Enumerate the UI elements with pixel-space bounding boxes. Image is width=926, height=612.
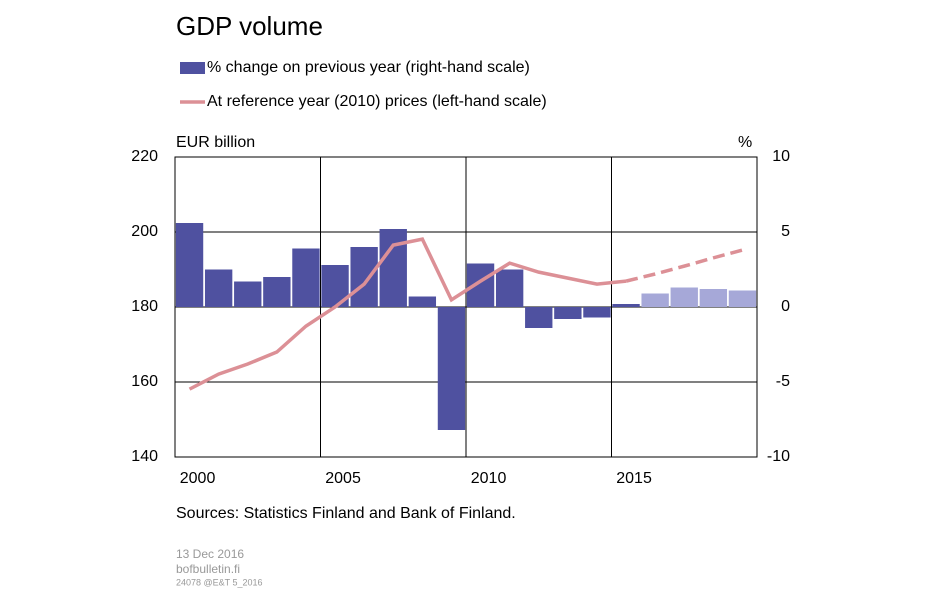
x-tick-label: 2000 [180,470,216,487]
bar [699,289,728,307]
bar [175,223,204,307]
x-tick-label: 2010 [471,470,507,487]
plot-frame [174,156,758,458]
bar [583,307,611,318]
y2-tick-label: 10 [772,148,790,165]
left-axis-label: EUR billion [176,134,255,151]
bar [495,269,524,307]
right-axis-label: % [738,134,752,151]
bar [641,293,669,307]
y-tick-label: 220 [131,148,158,165]
bar [350,247,378,307]
y-tick-label: 180 [131,298,158,315]
bar [204,269,233,307]
line [625,248,743,283]
y2-tick-label: 0 [781,298,790,315]
code: 24078 @E&T 5_2016 [176,577,263,587]
chart-title: GDP volume [176,11,323,41]
legend-swatch [180,62,205,74]
y-tick-label: 160 [131,373,158,390]
bar [670,287,698,307]
y2-tick-label: -5 [776,373,790,390]
bar [379,229,407,307]
bar [292,248,320,307]
bar [554,307,582,319]
bar [263,277,291,307]
x-tick-label: 2005 [325,470,361,487]
bar [408,296,437,307]
y2-tick-label: -10 [767,448,790,465]
bar [525,307,553,328]
line [188,237,627,391]
legend-label: At reference year (2010) prices (left-ha… [207,93,547,110]
y-tick-label: 200 [131,223,158,240]
bar [437,307,466,430]
date: 13 Dec 2016 [176,547,244,561]
bar [728,290,757,307]
source: Sources: Statistics Finland and Bank of … [176,505,516,522]
y-tick-label: 140 [131,448,158,465]
bar [612,304,640,307]
y2-tick-label: 5 [781,223,790,240]
legend-label: % change on previous year (right-hand sc… [207,59,530,76]
site: bofbulletin.fi [176,562,240,576]
bar [234,281,262,307]
x-tick-label: 2015 [616,470,652,487]
